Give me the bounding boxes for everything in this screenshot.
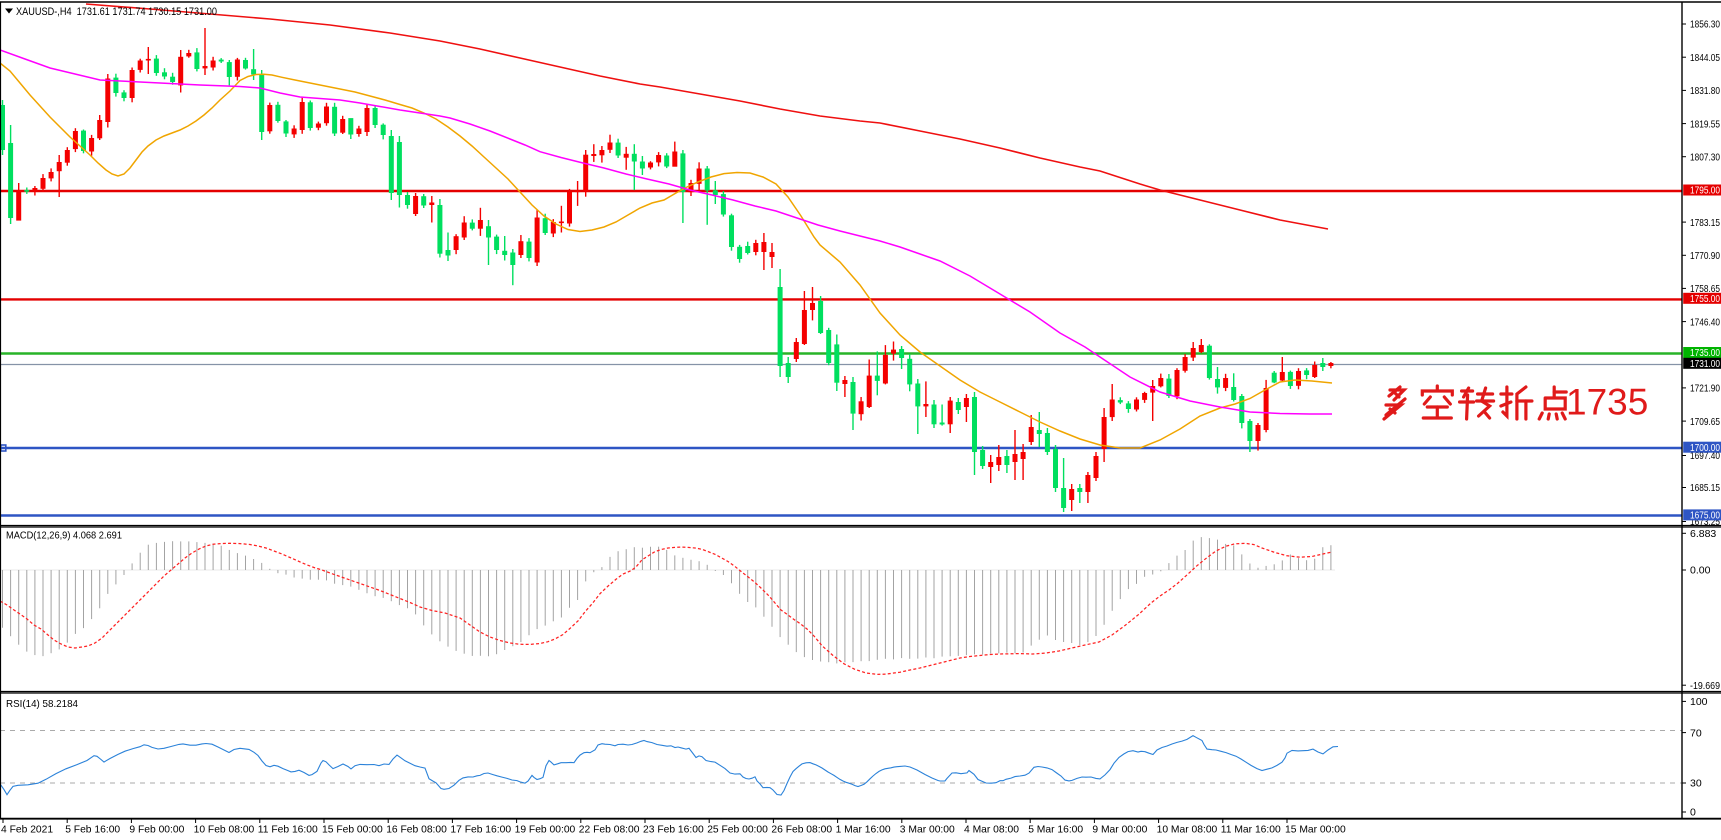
svg-text:1856.30: 1856.30	[1690, 19, 1720, 31]
svg-text:1770.90: 1770.90	[1690, 250, 1720, 262]
svg-text:9 Mar 00:00: 9 Mar 00:00	[1092, 825, 1147, 836]
svg-text:4 Feb 2021: 4 Feb 2021	[1, 825, 53, 836]
svg-text:15 Feb 00:00: 15 Feb 00:00	[322, 825, 383, 836]
svg-text:15 Mar 00:00: 15 Mar 00:00	[1285, 825, 1346, 836]
svg-text:XAUUSD-,H4 1731.61 1731.74 17: XAUUSD-,H4 1731.61 1731.74 1730.15 1731.…	[16, 6, 217, 18]
svg-text:6.883: 6.883	[1690, 528, 1716, 540]
svg-text:23 Feb 16:00: 23 Feb 16:00	[643, 825, 704, 836]
svg-text:1735.00: 1735.00	[1690, 347, 1720, 359]
svg-text:1746.40: 1746.40	[1690, 316, 1720, 328]
svg-text:1807.30: 1807.30	[1690, 151, 1720, 163]
svg-text:19 Feb 00:00: 19 Feb 00:00	[515, 825, 576, 836]
svg-text:100: 100	[1690, 696, 1708, 708]
svg-text:4 Mar 08:00: 4 Mar 08:00	[964, 825, 1019, 836]
svg-text:1755.00: 1755.00	[1690, 293, 1720, 305]
svg-text:10 Mar 08:00: 10 Mar 08:00	[1157, 825, 1218, 836]
svg-text:-19.669: -19.669	[1690, 680, 1720, 692]
svg-text:5 Feb 16:00: 5 Feb 16:00	[65, 825, 120, 836]
svg-text:1819.55: 1819.55	[1690, 118, 1720, 130]
svg-text:1844.05: 1844.05	[1690, 52, 1720, 64]
svg-text:1735: 1735	[1566, 382, 1648, 423]
svg-text:1697.40: 1697.40	[1690, 450, 1720, 462]
svg-text:26 Feb 08:00: 26 Feb 08:00	[771, 825, 832, 836]
svg-text:1831.80: 1831.80	[1690, 85, 1720, 97]
svg-text:1731.00: 1731.00	[1690, 358, 1720, 370]
svg-text:1795.00: 1795.00	[1690, 185, 1720, 197]
svg-text:11 Feb 16:00: 11 Feb 16:00	[258, 825, 318, 836]
svg-text:25 Feb 00:00: 25 Feb 00:00	[707, 825, 768, 836]
svg-text:1700.00: 1700.00	[1690, 442, 1720, 454]
svg-text:1685.15: 1685.15	[1690, 482, 1720, 494]
svg-text:1709.65: 1709.65	[1690, 416, 1720, 428]
svg-text:22 Feb 08:00: 22 Feb 08:00	[579, 825, 640, 836]
svg-text:MACD(12,26,9) 4.068 2.691: MACD(12,26,9) 4.068 2.691	[6, 531, 122, 542]
svg-text:0: 0	[1690, 807, 1696, 819]
svg-text:17 Feb 16:00: 17 Feb 16:00	[450, 825, 511, 836]
svg-text:RSI(14) 58.2184: RSI(14) 58.2184	[6, 699, 78, 710]
svg-text:3 Mar 00:00: 3 Mar 00:00	[900, 825, 955, 836]
svg-text:1758.65: 1758.65	[1690, 283, 1720, 295]
svg-text:30: 30	[1690, 778, 1702, 790]
svg-text:70: 70	[1690, 727, 1702, 739]
svg-text:1675.00: 1675.00	[1690, 510, 1720, 522]
svg-text:1721.90: 1721.90	[1690, 383, 1720, 395]
svg-text:10 Feb 08:00: 10 Feb 08:00	[194, 825, 255, 836]
svg-text:11 Mar 16:00: 11 Mar 16:00	[1221, 825, 1281, 836]
svg-text:0.00: 0.00	[1690, 565, 1711, 577]
svg-text:16 Feb 08:00: 16 Feb 08:00	[386, 825, 447, 836]
svg-text:9 Feb 00:00: 9 Feb 00:00	[129, 825, 184, 836]
svg-text:1783.15: 1783.15	[1690, 217, 1720, 229]
svg-text:1 Mar 16:00: 1 Mar 16:00	[836, 825, 891, 836]
svg-text:5 Mar 16:00: 5 Mar 16:00	[1028, 825, 1083, 836]
